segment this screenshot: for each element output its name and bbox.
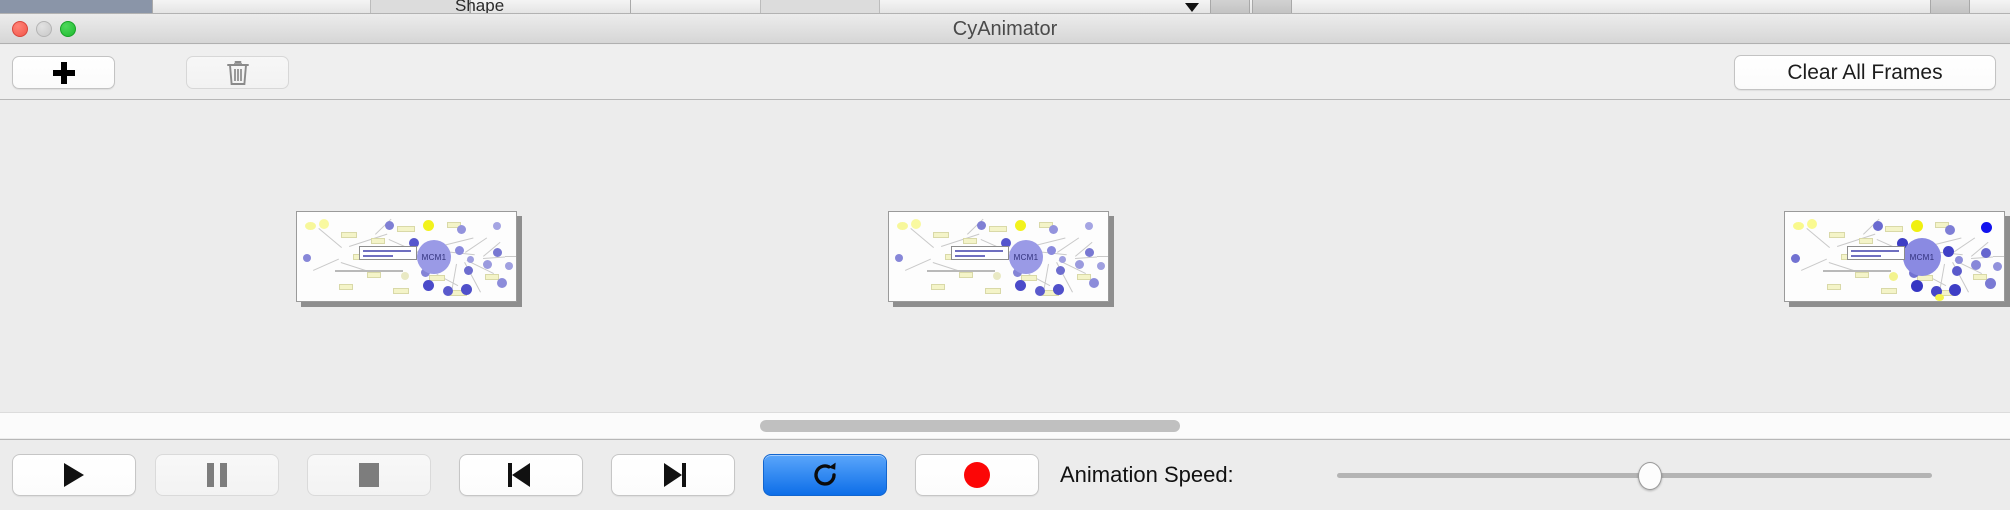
pause-icon <box>207 463 227 487</box>
timeline-scrollbar-thumb[interactable] <box>760 420 1180 432</box>
add-frame-button[interactable] <box>12 56 115 89</box>
playback-control-bar: Animation Speed: <box>0 439 2010 510</box>
traffic-light-group <box>12 21 76 37</box>
stop-button[interactable] <box>307 454 431 496</box>
timeline-frame[interactable]: MCM1 <box>296 211 522 307</box>
background-divider <box>630 0 631 13</box>
frame-hub-node: MCM1 <box>417 240 451 274</box>
trash-icon <box>226 61 249 85</box>
timeline-scrollbar-track[interactable] <box>0 412 2010 438</box>
timeline-frame-area[interactable]: MCM1 <box>0 101 2010 411</box>
timeline-frame[interactable]: MCM1 <box>1784 211 2010 307</box>
close-traffic-light-icon[interactable] <box>12 21 28 37</box>
timeline-frame[interactable]: MCM1 <box>888 211 1114 307</box>
skip-back-icon <box>508 463 534 487</box>
background-cell <box>370 0 470 13</box>
maximize-traffic-light-icon[interactable] <box>60 21 76 37</box>
background-window-label: Shape <box>455 0 505 14</box>
skip-to-end-button[interactable] <box>611 454 735 496</box>
frame-thumbnail-network: MCM1 <box>296 211 517 302</box>
play-icon <box>64 463 84 487</box>
background-divider <box>152 0 153 13</box>
play-button[interactable] <box>12 454 136 496</box>
background-divider <box>470 0 471 13</box>
background-tab <box>1930 0 1970 13</box>
loop-icon <box>814 462 836 486</box>
record-icon <box>964 462 990 488</box>
skip-forward-icon <box>660 463 686 487</box>
background-selection <box>0 0 152 13</box>
frame-hub-node: MCM1 <box>1903 238 1941 276</box>
skip-to-start-button[interactable] <box>459 454 583 496</box>
background-cell <box>760 0 880 13</box>
window-title: CyAnimator <box>952 18 1058 40</box>
title-bar[interactable]: CyAnimator <box>0 14 2010 44</box>
frame-thumbnail-network: MCM1 <box>888 211 1109 302</box>
record-button[interactable] <box>915 454 1039 496</box>
loop-button[interactable] <box>763 454 887 496</box>
animation-speed-slider-track[interactable] <box>1337 473 1932 478</box>
frame-toolbar: Clear All Frames <box>0 45 2010 100</box>
background-caret-icon <box>1185 3 1199 12</box>
pause-button[interactable] <box>155 454 279 496</box>
minimize-traffic-light-icon[interactable] <box>36 21 52 37</box>
clear-all-frames-button[interactable]: Clear All Frames <box>1734 55 1996 90</box>
background-tab <box>1210 0 1250 13</box>
animation-speed-label: Animation Speed: <box>1060 462 1234 487</box>
frame-thumbnail-network: MCM1 <box>1784 211 2005 302</box>
delete-frame-button[interactable] <box>186 56 289 89</box>
plus-icon <box>52 61 75 84</box>
frame-hub-node: MCM1 <box>1009 240 1043 274</box>
background-tab <box>1252 0 1292 13</box>
animation-speed-slider-thumb[interactable] <box>1638 462 1662 490</box>
stop-icon <box>359 463 379 487</box>
background-window-strip: Shape <box>0 0 2010 14</box>
